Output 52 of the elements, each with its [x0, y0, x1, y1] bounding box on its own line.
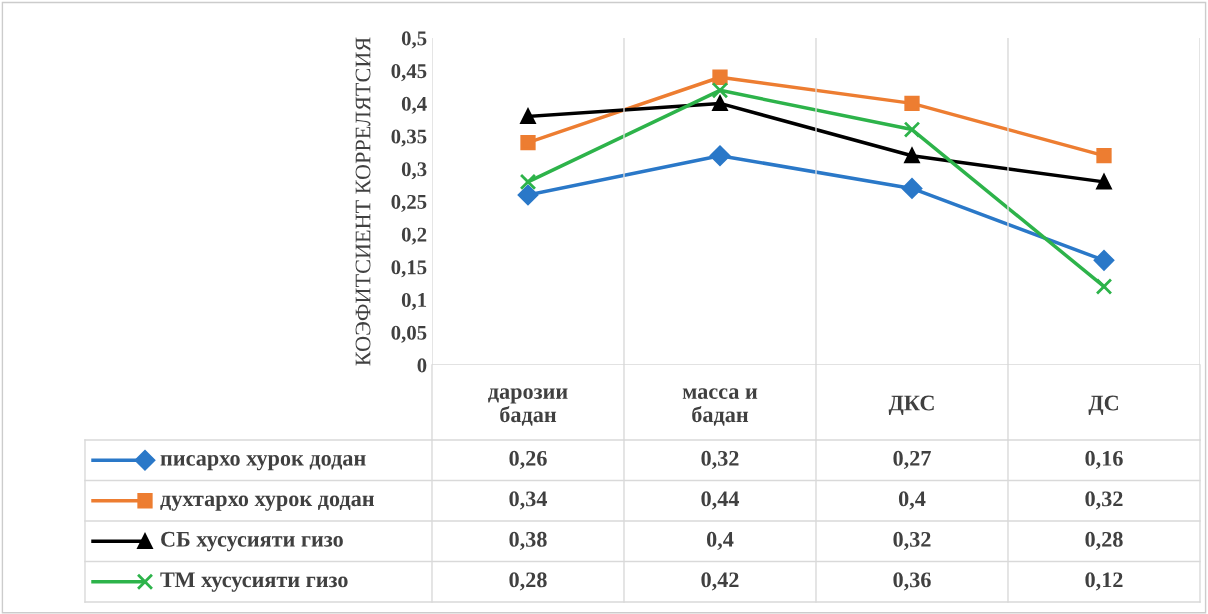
y-tick-label: 0,2 — [401, 227, 427, 245]
point — [519, 173, 537, 191]
legend-label: писархо хурок додан — [160, 455, 366, 471]
point — [712, 95, 728, 112]
point — [1096, 174, 1112, 190]
data-label: 0,16 — [1085, 450, 1123, 470]
y-tick-label: 0,35 — [391, 129, 427, 147]
legend-label: духтархо хурок додан — [160, 495, 375, 511]
data-label: 0,27 — [893, 450, 931, 470]
data-label: 0,4 — [898, 491, 926, 510]
y-tick-label: 0,1 — [401, 292, 427, 311]
point — [520, 135, 536, 151]
point — [904, 95, 920, 112]
point — [1096, 148, 1112, 164]
point — [901, 178, 923, 199]
data-label: 0,12 — [1085, 572, 1123, 591]
data-label: 0,38 — [509, 531, 547, 551]
data-label: 0,32 — [1085, 491, 1123, 510]
data-label: 0,32 — [893, 531, 931, 551]
y-tick-label: 0,3 — [401, 162, 427, 180]
point — [711, 81, 729, 99]
point — [520, 108, 536, 125]
data-label: 0,26 — [509, 450, 547, 470]
data-label: 0,28 — [509, 572, 547, 591]
data-label: 0,36 — [893, 572, 931, 591]
point — [1095, 278, 1113, 295]
data-label: 0,42 — [701, 572, 739, 591]
y-tick-label: 0,25 — [391, 194, 427, 212]
point — [1093, 250, 1115, 271]
x-tick-label: ДКС — [888, 395, 934, 416]
legend-label: СБ хусусияти гизо — [161, 531, 343, 552]
data-label: 0,28 — [1085, 531, 1123, 551]
y-tick-label: 0,05 — [391, 325, 427, 343]
data-label: 0,4 — [706, 531, 734, 551]
y-tick-label: 0 — [417, 358, 427, 373]
point — [517, 184, 539, 206]
point — [712, 69, 728, 85]
point — [903, 121, 921, 138]
data-label: 0,44 — [701, 491, 740, 510]
y-tick-label: 0,15 — [391, 260, 427, 278]
y-tick-label: 0,45 — [391, 64, 427, 82]
x-tick-label: ДС — [1088, 395, 1118, 416]
data-label: 0,34 — [509, 491, 548, 510]
y-axis-title: КОЭФИТСИЕНТ КОРРЕЛЯТСИЯ — [355, 37, 371, 366]
data-label: 0,32 — [701, 450, 739, 470]
legend-label: ТМ хусусияти гизо — [160, 572, 348, 592]
point — [709, 145, 731, 166]
x-tick-label: масса и бадан — [682, 388, 758, 426]
x-tick-label: дарозии бадан — [488, 388, 568, 426]
point — [904, 148, 920, 164]
y-tick-label: 0,5 — [401, 31, 427, 49]
y-tick-label: 0,4 — [401, 96, 427, 114]
